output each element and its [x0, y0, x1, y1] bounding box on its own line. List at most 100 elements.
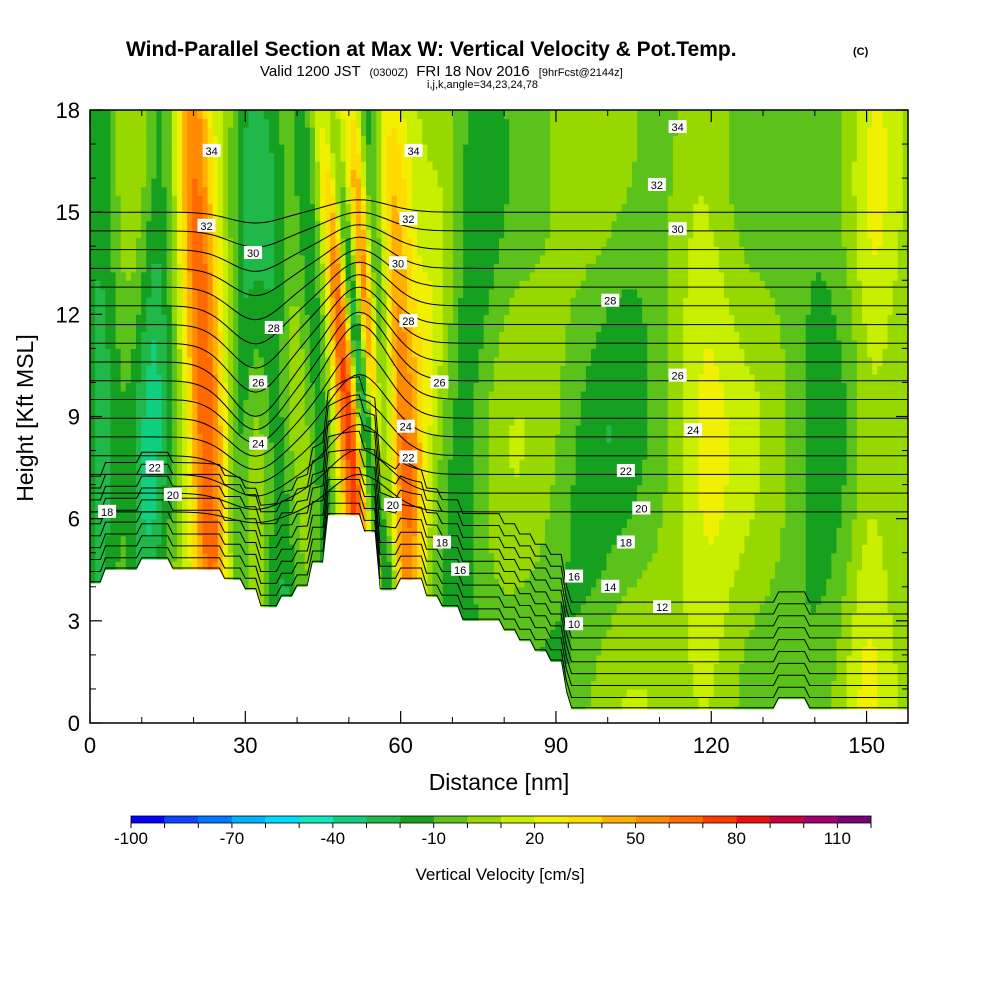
w-cell: [412, 297, 418, 307]
w-cell: [115, 169, 122, 179]
w-cell: [100, 280, 106, 290]
w-cell: [182, 416, 188, 426]
w-cell: [207, 203, 214, 213]
w-cell: [391, 373, 398, 384]
w-cell: [228, 271, 234, 281]
w-cell: [228, 263, 234, 273]
w-cell: [371, 161, 377, 171]
w-cell: [151, 212, 158, 222]
w-cell: [320, 212, 326, 222]
w-cell: [187, 544, 193, 554]
w-cell: [309, 382, 316, 392]
w-cell: [161, 212, 168, 222]
w-cell: [258, 390, 265, 401]
w-cell: [120, 416, 127, 426]
w-cell: [95, 339, 101, 349]
w-cell: [396, 186, 403, 196]
w-cell: [151, 263, 158, 273]
w-cell: [268, 339, 275, 349]
w-cell: [130, 280, 137, 290]
w-cell: [182, 544, 188, 554]
w-cell: [228, 407, 234, 418]
w-cell: [110, 459, 117, 469]
w-cell: [299, 127, 306, 137]
w-cell: [253, 399, 260, 409]
w-cell: [233, 399, 239, 409]
w-cell: [268, 178, 275, 188]
w-cell: [207, 442, 214, 452]
w-cell: [386, 459, 393, 469]
w-cell: [212, 203, 219, 213]
w-cell: [350, 305, 357, 315]
w-cell: [192, 382, 198, 392]
w-cell: [360, 433, 367, 443]
w-cell: [340, 254, 347, 264]
w-cell: [396, 518, 403, 528]
w-cell: [233, 569, 239, 579]
w-cell: [146, 195, 152, 205]
w-cell: [289, 467, 296, 477]
w-cell: [325, 297, 331, 307]
w-cell: [222, 493, 229, 503]
w-cell: [350, 450, 357, 460]
w-cell: [151, 229, 158, 239]
w-cell: [110, 442, 117, 452]
w-cell: [432, 305, 439, 315]
w-cell: [371, 459, 377, 469]
w-cell: [192, 459, 198, 469]
w-cell: [263, 246, 270, 256]
w-cell: [422, 271, 429, 281]
w-cell: [279, 314, 285, 324]
w-cell: [284, 127, 290, 137]
w-cell: [279, 271, 285, 281]
w-cell: [253, 169, 260, 179]
w-cell: [202, 390, 209, 401]
w-cell: [325, 348, 331, 358]
w-cell: [100, 271, 106, 281]
w-cell: [90, 135, 96, 145]
w-cell: [146, 314, 152, 324]
w-cell: [335, 178, 342, 188]
w-cell: [401, 178, 408, 188]
w-cell: [345, 442, 352, 452]
w-cell: [233, 161, 239, 171]
w-cell: [360, 356, 367, 367]
w-cell: [207, 552, 214, 562]
w-cell: [263, 552, 270, 562]
w-cell: [207, 561, 214, 571]
w-cell: [381, 356, 388, 367]
w-cell: [110, 271, 117, 281]
w-cell: [105, 450, 112, 460]
w-cell: [350, 144, 357, 154]
w-cell: [192, 399, 198, 409]
w-cell: [197, 493, 204, 503]
w-cell: [381, 544, 388, 554]
w-cell: [279, 135, 285, 145]
w-cell: [156, 161, 163, 171]
w-cell: [100, 373, 106, 384]
w-cell: [391, 459, 398, 469]
w-cell: [243, 212, 250, 222]
w-cell: [396, 407, 403, 418]
w-cell: [222, 407, 229, 418]
w-cell: [360, 127, 367, 137]
w-cell: [182, 552, 188, 562]
w-cell: [197, 322, 204, 332]
w-cell: [176, 501, 183, 511]
w-cell: [268, 425, 275, 435]
w-cell: [182, 161, 188, 171]
w-cell: [350, 356, 357, 367]
w-cell: [309, 518, 316, 528]
w-cell: [90, 552, 96, 562]
w-cell: [130, 331, 137, 341]
w-cell: [345, 407, 352, 418]
w-cell: [243, 220, 250, 230]
w-cell: [110, 373, 117, 384]
w-cell: [100, 288, 106, 298]
w-cell: [125, 195, 132, 205]
w-cell: [381, 425, 388, 435]
w-cell: [371, 331, 377, 341]
w-cell: [437, 271, 444, 281]
w-cell: [141, 314, 147, 324]
w-cell: [125, 254, 132, 264]
